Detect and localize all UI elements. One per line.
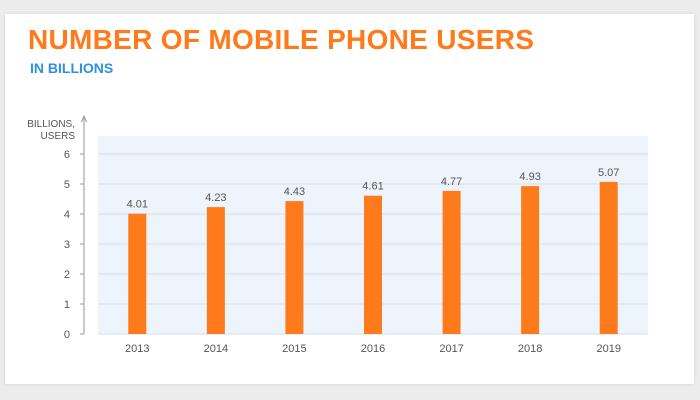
y-axis-arrow [81, 114, 87, 123]
data-label-2013: 4.01 [127, 199, 148, 211]
bar-2014 [206, 207, 225, 334]
bar-2019 [599, 181, 618, 334]
y-tick-label: 0 [64, 329, 70, 341]
bar-2017 [442, 190, 461, 334]
data-label-2014: 4.23 [205, 192, 226, 204]
x-tick-label: 2017 [439, 343, 463, 355]
bars [128, 181, 618, 334]
y-axis-title: USERS [41, 131, 76, 142]
data-label-2018: 4.93 [519, 171, 540, 183]
x-tick-label: 2014 [204, 343, 228, 355]
y-axis: BILLIONS,USERS 0 1 2 3 4 5 6 [27, 114, 87, 341]
data-label-2016: 4.61 [362, 181, 383, 193]
x-axis: 2013 2014 2015 2016 2017 2018 2019 [125, 343, 621, 355]
data-labels: 4.01 4.23 4.43 4.61 4.77 4.93 5.07 [127, 167, 620, 211]
data-label-2017: 4.77 [441, 176, 462, 188]
bar-2016 [364, 195, 382, 334]
x-tick-label: 2019 [596, 343, 620, 355]
bar-2018 [521, 186, 540, 334]
y-tick-label: 4 [64, 209, 70, 221]
data-label-2015: 4.43 [284, 186, 305, 198]
y-tick-label: 6 [64, 149, 70, 161]
chart-title: NUMBER OF MOBILE PHONE USERS [28, 24, 535, 55]
x-tick-label: 2016 [361, 343, 385, 355]
y-tick-label: 1 [64, 299, 70, 311]
x-tick-label: 2018 [518, 343, 542, 355]
data-label-2019: 5.07 [598, 167, 619, 179]
y-axis-title: BILLIONS, [27, 119, 75, 130]
y-tick-label: 3 [64, 239, 70, 251]
y-tick-label: 2 [64, 269, 70, 281]
x-tick-label: 2015 [282, 343, 306, 355]
bar-2015 [285, 201, 304, 334]
chart-subtitle: IN BILLIONS [30, 60, 114, 76]
y-tick-label: 5 [64, 179, 70, 191]
bar-2013 [128, 213, 147, 334]
x-tick-label: 2013 [125, 343, 149, 355]
